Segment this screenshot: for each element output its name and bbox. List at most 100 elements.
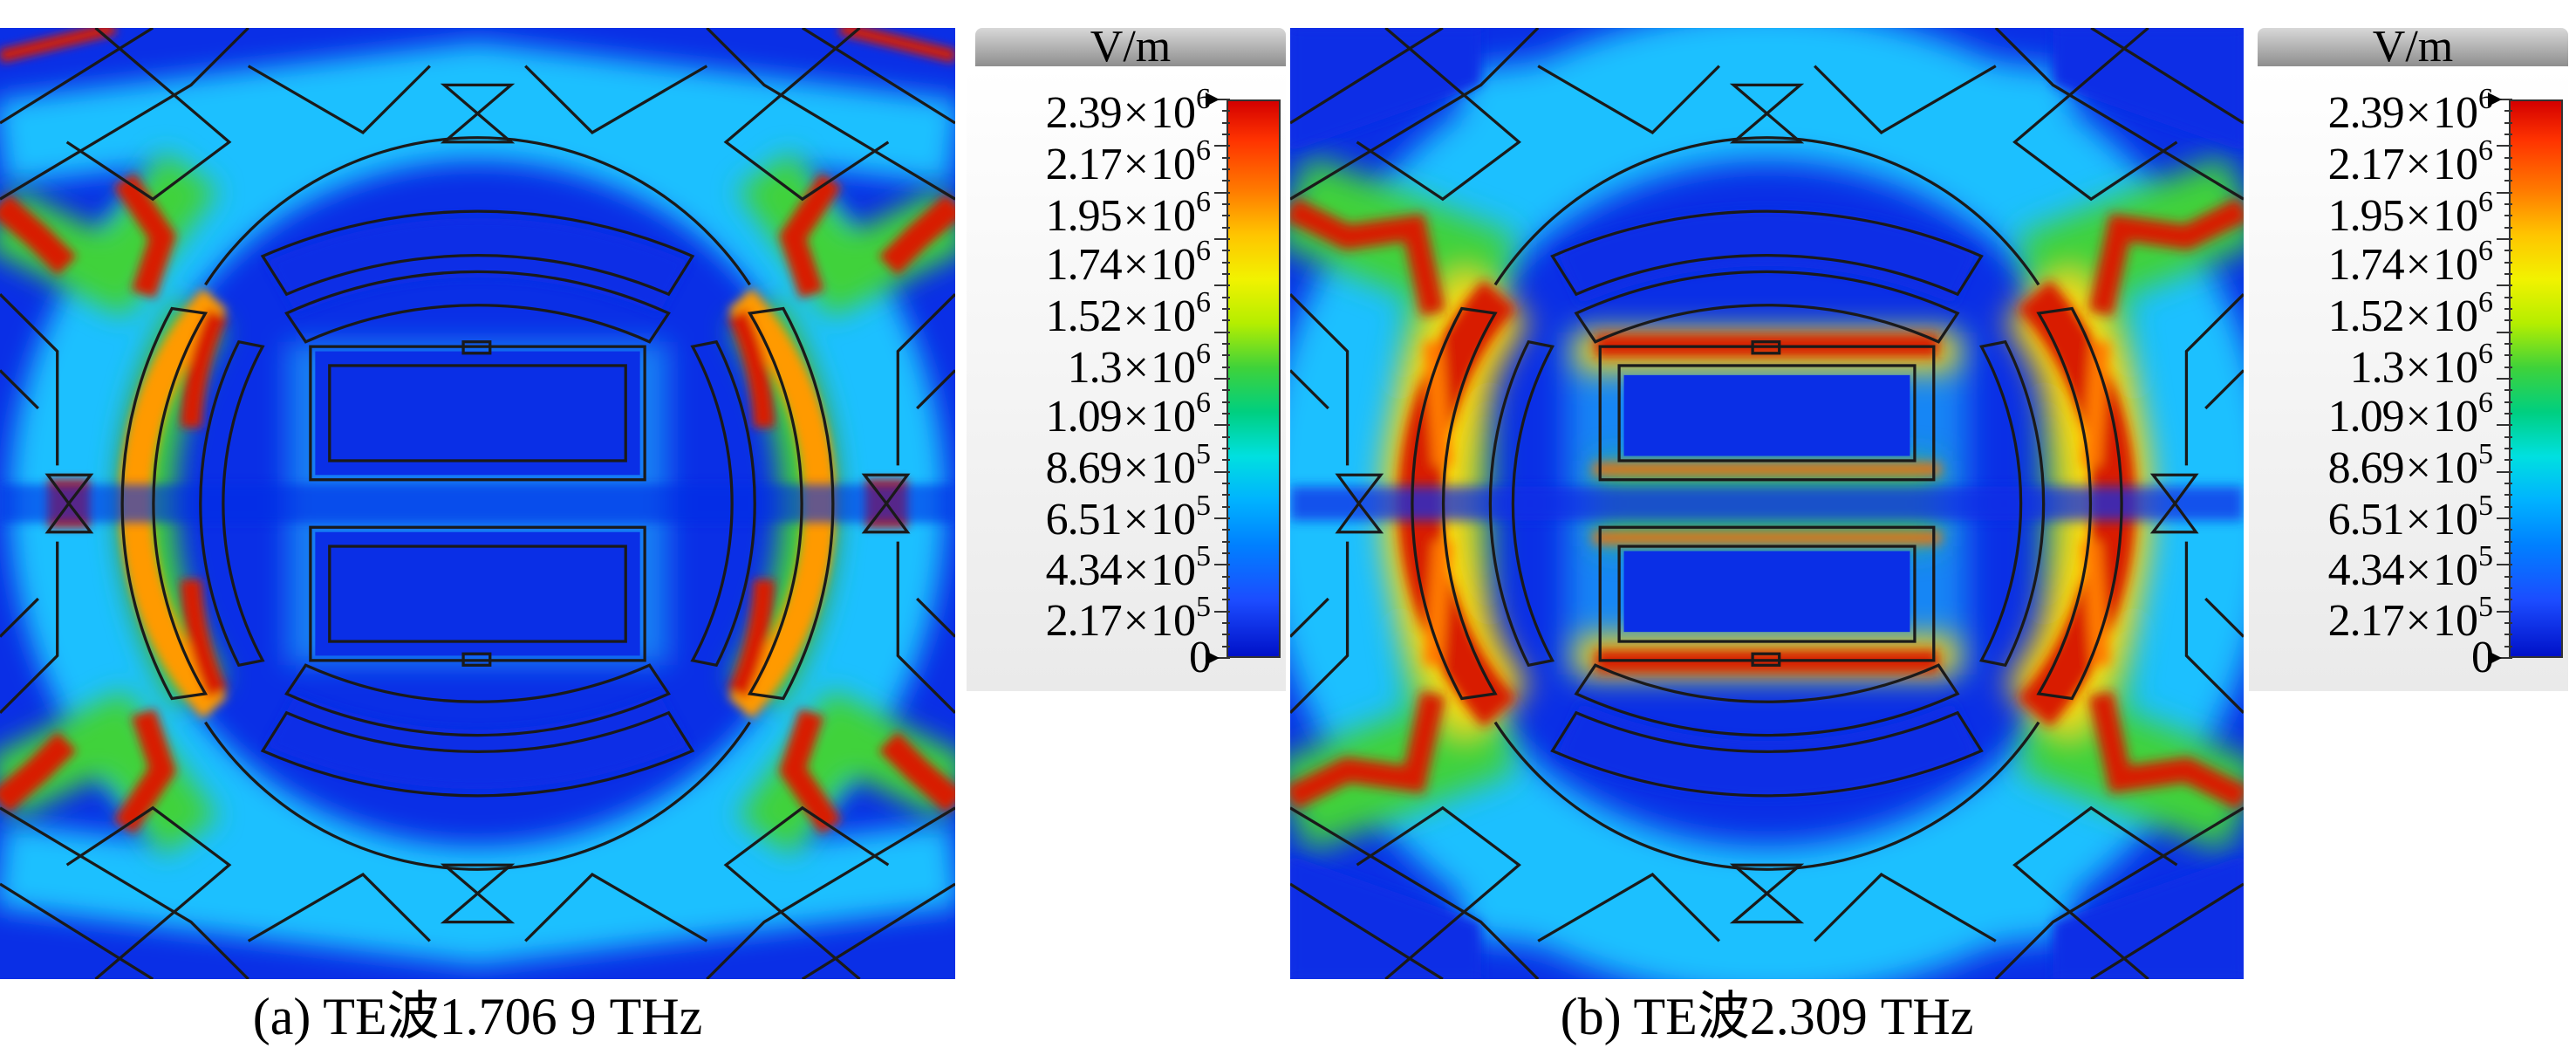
- colorbar-ticklabels: 2.39×106 2.17×106 1.95×106 1.74×106 1.52×106…: [2247, 83, 2494, 682]
- colorbar-tickmark: [1222, 645, 1230, 647]
- tick-base: 10: [1151, 88, 1196, 138]
- colorbar-tickmark: [1222, 459, 1230, 462]
- min-marker: [1206, 651, 1220, 665]
- tick-base: 10: [1151, 443, 1196, 494]
- colorbar-tickmark: [2504, 634, 2512, 636]
- colorbar-tickmark: [1214, 564, 1230, 566]
- colorbar-tickmark: [2504, 296, 2512, 298]
- tick-mantissa: 6.51: [2327, 494, 2405, 545]
- colorbar: [1227, 99, 1281, 658]
- colorbar-tickmark: [1222, 226, 1230, 229]
- colorbar-tickmark: [2504, 261, 2512, 264]
- tick-base: 10: [2433, 545, 2478, 595]
- colorbar-tickmark: [2497, 284, 2512, 287]
- tick-base: 10: [1151, 342, 1196, 393]
- structure-outline: [0, 28, 955, 979]
- tick-base: 10: [1151, 291, 1196, 341]
- colorbar-tickmark: [1222, 343, 1230, 345]
- inner-dark-rects: [1623, 374, 1910, 633]
- colorbar-tick-label: 2.17×105: [1046, 583, 1211, 646]
- tick-exponent: 6: [1196, 235, 1211, 268]
- colorbar-tick-label: 1.52×106: [1046, 278, 1211, 341]
- tick-times: ×: [2405, 494, 2431, 545]
- tick-base: 10: [2433, 240, 2478, 291]
- tick-base: 10: [2433, 494, 2478, 545]
- tick-mantissa: 8.69: [1045, 443, 1123, 494]
- colorbar-tickmark: [1222, 203, 1230, 205]
- colorbar-tick-label: 1.74×106: [2328, 227, 2493, 290]
- colorbar-tickmark: [2504, 552, 2512, 554]
- tick-base: 10: [2433, 88, 2478, 138]
- colorbar-tickmark: [1222, 121, 1230, 124]
- tick-times: ×: [2405, 342, 2431, 393]
- colorbar-tickmark: [1222, 448, 1230, 449]
- tick-mantissa: 2.39: [2327, 88, 2405, 138]
- colorbar-tickmark: [1222, 599, 1230, 601]
- colorbar-tickmark: [2497, 470, 2512, 473]
- tick-exponent: 6: [1196, 285, 1211, 319]
- tick-times: ×: [1123, 443, 1149, 494]
- colorbar-tickmark: [1222, 134, 1230, 135]
- colorbar-tickmark: [1222, 250, 1230, 252]
- panel-b: V/m 2.39×106 2.17×106 1.95×106 1.74×106 1.52…: [1288, 0, 2576, 1062]
- colorbar-tick-label: 1.09×106: [1046, 379, 1211, 442]
- colorbar-tickmark: [2504, 540, 2512, 543]
- colorbar-tickmark: [2504, 529, 2512, 531]
- tick-times: ×: [1123, 139, 1149, 189]
- colorbar-tickmark: [2504, 203, 2512, 205]
- tick-mantissa: 6.51: [1045, 494, 1123, 545]
- colorbar-tick-label: 1.09×106: [2328, 379, 2493, 442]
- tick-mantissa: 1.3: [1067, 342, 1123, 393]
- legend-unit: V/m: [975, 24, 1286, 70]
- tick-base: 10: [2433, 139, 2478, 189]
- colorbar-tickmark: [1222, 483, 1230, 484]
- colorbar-tickmark: [2504, 110, 2512, 113]
- tick-exponent: 5: [2478, 438, 2493, 471]
- colorbar-tickmark: [2504, 448, 2512, 449]
- tick-exponent: 5: [1196, 438, 1211, 471]
- colorbar-tickmark: [1222, 435, 1230, 438]
- colorbar-tickmark: [1214, 238, 1230, 240]
- tick-base: 10: [2433, 291, 2478, 341]
- tick-exponent: 5: [2478, 489, 2493, 522]
- tick-times: ×: [1123, 545, 1149, 595]
- tick-mantissa: 1.09: [1045, 392, 1123, 442]
- colorbar-tickmark: [2497, 238, 2512, 240]
- tick-times: ×: [2405, 88, 2431, 138]
- tick-mantissa: 2.39: [1045, 88, 1123, 138]
- colorbar-tickmark: [1222, 215, 1230, 217]
- colorbar-tickmark: [2504, 366, 2512, 368]
- tick-exponent: 6: [2478, 387, 2493, 420]
- colorbar-tickmark: [2504, 354, 2512, 357]
- colorbar-tickmark: [2504, 319, 2512, 322]
- colorbar-tickmark: [2497, 424, 2512, 427]
- colorbar-tickmark: [1214, 517, 1230, 519]
- tick-exponent: 6: [2478, 337, 2493, 370]
- colorbar-tickmark: [2504, 389, 2512, 392]
- tick-mantissa: 4.34: [1045, 545, 1123, 595]
- tick-mantissa: 1.74: [1045, 240, 1123, 291]
- colorbar-tickmark: [1214, 470, 1230, 473]
- colorbar-tickmark: [2504, 494, 2512, 497]
- legend-a: V/m 2.39×106 2.17×106 1.95×106 1.74×106 1.52…: [965, 24, 1286, 691]
- colorbar-tick-label: 8.69×105: [2328, 430, 2493, 493]
- colorbar-tickmark: [1222, 296, 1230, 298]
- field-map-svg-b: [1290, 28, 2244, 979]
- colorbar-tickmark: [1222, 575, 1230, 578]
- tick-exponent: 6: [2478, 285, 2493, 319]
- tick-times: ×: [1123, 240, 1149, 291]
- tick-exponent: 5: [2478, 539, 2493, 572]
- caption-a: (a) TE波1.706 9 THz: [252, 988, 703, 1045]
- tick-mantissa: 2.17: [1045, 595, 1123, 646]
- colorbar-tickmark: [1222, 180, 1230, 182]
- tick-exponent: 6: [1196, 83, 1211, 115]
- tick-base: 10: [1151, 240, 1196, 291]
- tick-times: ×: [2405, 190, 2431, 241]
- colorbar-tickmark: [2497, 191, 2512, 194]
- colorbar-tick-label: 2.17×106: [1046, 127, 1211, 189]
- tick-exponent: 5: [1196, 489, 1211, 522]
- colorbar-tickmark: [2504, 168, 2512, 170]
- colorbar-tickmark: [1222, 273, 1230, 275]
- tick-times: ×: [1123, 88, 1149, 138]
- colorbar-tick-label: 1.3×106: [1068, 330, 1211, 393]
